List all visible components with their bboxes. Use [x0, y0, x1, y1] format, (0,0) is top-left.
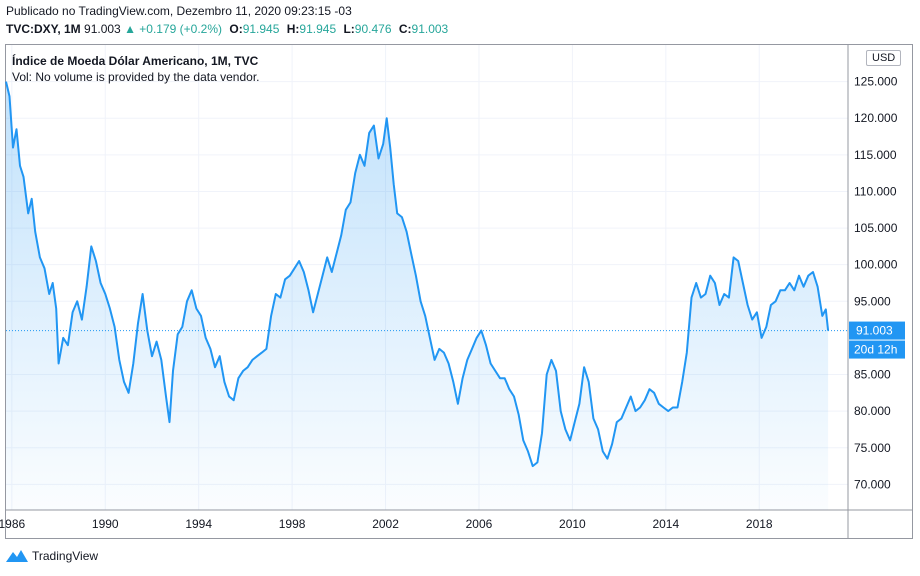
y-tick-label: 80.000 [854, 404, 891, 418]
series-line [5, 81, 830, 468]
currency-button[interactable]: USD [866, 50, 902, 66]
open-value: 91.945 [242, 22, 280, 36]
x-tick-label: 1986 [0, 517, 26, 531]
last-price-badge [849, 321, 905, 340]
y-tick-label: 100.000 [854, 258, 898, 272]
tradingview-logo-icon [6, 550, 28, 562]
x-tick-label: 2002 [372, 517, 399, 531]
last-price-label: 91.003 [856, 324, 893, 338]
y-tick-label: 95.000 [854, 294, 891, 308]
countdown-label: 20d 12h [854, 343, 897, 357]
y-tick-label: 105.000 [854, 221, 898, 235]
high-label: H: [286, 22, 300, 36]
open-label: O: [229, 22, 243, 36]
footer-brand: TradingView [32, 549, 99, 563]
y-tick-label: 110.000 [854, 184, 897, 198]
countdown-badge [849, 340, 905, 359]
chart-frame [5, 44, 913, 539]
x-tick-label: 2014 [652, 517, 679, 531]
legend-volume: Vol: No volume is provided by the data v… [12, 70, 260, 84]
x-tick-label: 1998 [279, 517, 306, 531]
x-tick-label: 2018 [746, 517, 773, 531]
x-tick-label: 1994 [185, 517, 212, 531]
footer: TradingView [6, 549, 98, 563]
published-note: Publicado no TradingView.com, Dezembro 1… [6, 4, 352, 18]
x-tick-label: 2010 [559, 517, 586, 531]
legend-title: Índice de Moeda Dólar Americano, 1M, TVC [12, 54, 259, 68]
change-value: ▲ +0.179 (+0.2%) [124, 22, 223, 36]
x-tick-label: 1990 [92, 517, 119, 531]
close-label: C: [398, 22, 412, 36]
y-tick-label: 125.000 [854, 75, 898, 89]
y-tick-label: 115.000 [854, 148, 897, 162]
x-tick-label: 2006 [466, 517, 493, 531]
y-tick-label: 85.000 [854, 368, 891, 382]
series-area [6, 81, 829, 510]
y-tick-label: 70.000 [854, 477, 891, 491]
y-tick-label: 75.000 [854, 441, 891, 455]
ohlc-bar: TVC:DXY, 1M 91.003 ▲ +0.179 (+0.2%) O:91… [6, 22, 448, 36]
low-value: 90.476 [354, 22, 392, 36]
y-tick-label: 120.000 [854, 111, 898, 125]
high-value: 91.945 [299, 22, 337, 36]
low-label: L: [343, 22, 355, 36]
last-value: 91.003 [84, 22, 121, 36]
close-value: 91.003 [411, 22, 449, 36]
symbol-label: TVC:DXY, 1M [6, 22, 81, 36]
